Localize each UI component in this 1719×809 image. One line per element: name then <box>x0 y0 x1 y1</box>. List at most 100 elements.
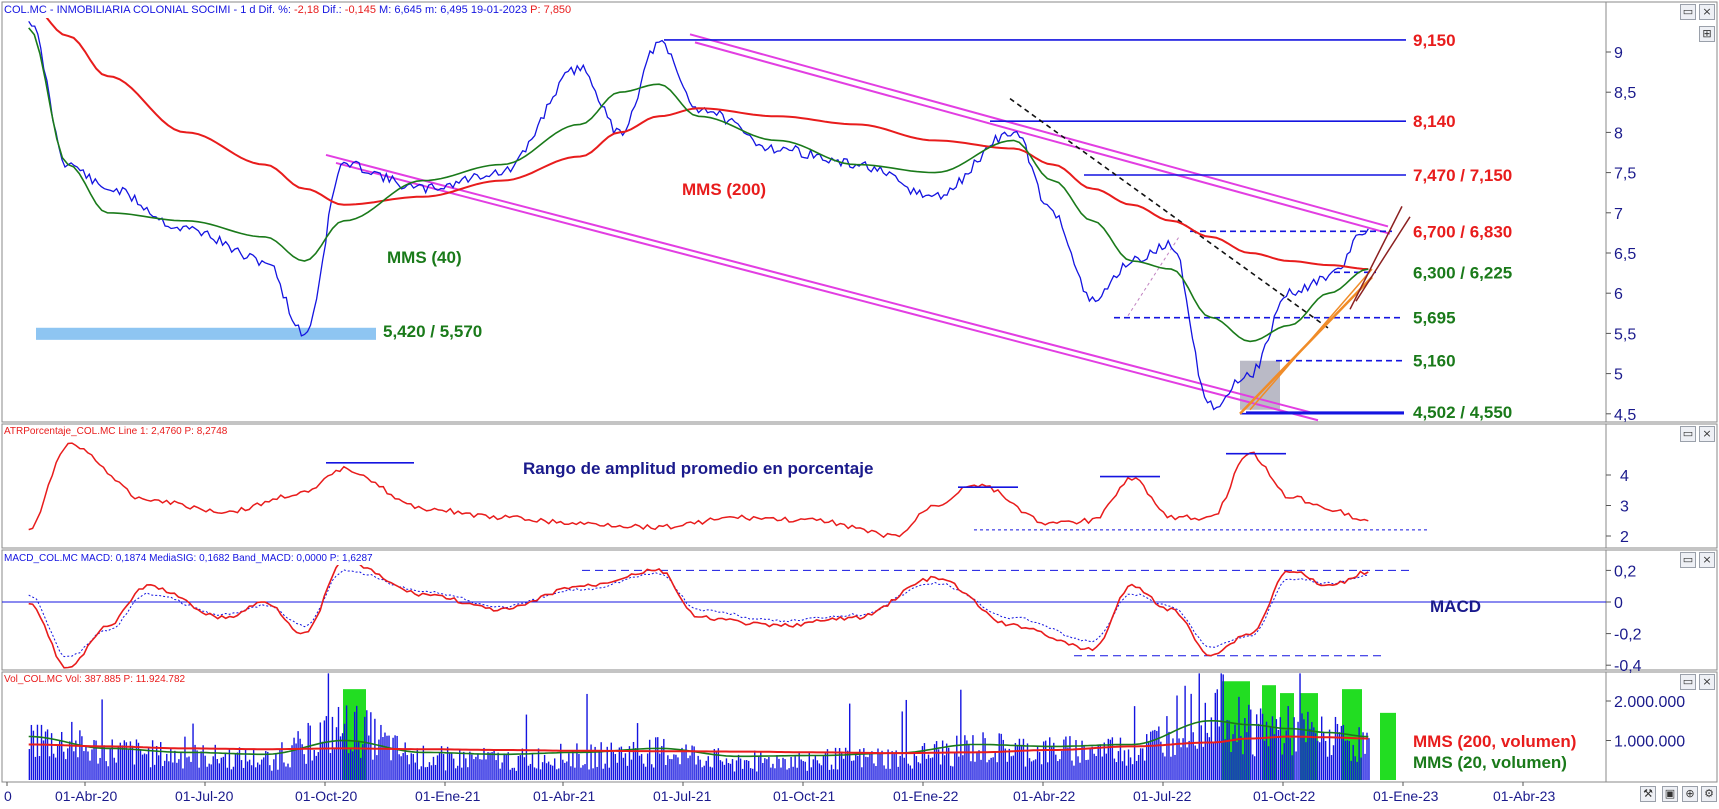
volume-bar <box>345 705 348 780</box>
volume-bar <box>204 755 206 780</box>
volume-bar <box>816 760 819 780</box>
volume-bar <box>701 767 703 780</box>
steep-trendline <box>1355 216 1411 302</box>
volume-bar <box>467 767 469 780</box>
vol-header-p: 11.924.782 <box>136 674 186 685</box>
volume-bar <box>1022 738 1025 780</box>
volume-bar <box>1109 739 1112 780</box>
volume-bar <box>81 736 83 780</box>
volume-bar <box>501 762 503 780</box>
volume-bar <box>1040 764 1043 780</box>
volume-bar <box>933 744 936 780</box>
volume-bar <box>875 766 877 780</box>
volume-bar <box>269 765 271 780</box>
panel-expand-icon[interactable]: ⊞ <box>1699 26 1715 42</box>
volume-bar <box>390 760 392 780</box>
vol-menu-icon[interactable]: ▭ <box>1680 674 1696 690</box>
y-tick-label: 0,2 <box>1614 563 1636 580</box>
series-atr <box>28 442 1369 539</box>
volume-bar <box>83 751 85 780</box>
volume-bar <box>311 760 313 780</box>
y-tick-label: 8 <box>1614 125 1623 142</box>
volume-bar <box>448 752 451 780</box>
volume-bar <box>283 762 285 780</box>
volume-bar <box>509 769 511 780</box>
volume-bar <box>95 740 97 780</box>
volume-bar <box>1125 765 1128 780</box>
macd-close-icon[interactable]: × <box>1699 552 1715 568</box>
header-symbol: COL.MC <box>4 4 47 16</box>
atr-title: Rango de amplitud promedio en porcentaje <box>523 459 873 478</box>
volume-bar <box>596 766 598 780</box>
volume-bar <box>1156 730 1158 780</box>
volume-bar <box>343 723 346 780</box>
volume-bar <box>970 761 972 780</box>
volume-bar <box>743 760 746 780</box>
volume-bar <box>549 764 552 780</box>
macd-header-macd-label: MACD: <box>81 553 113 564</box>
volume-bar <box>210 764 212 780</box>
volume-bar <box>450 753 453 780</box>
volume-bar <box>77 757 79 780</box>
volume-bar <box>420 766 423 780</box>
volume-bar <box>931 757 934 780</box>
volume-bar <box>1004 748 1006 780</box>
atr-menu-icon[interactable]: ▭ <box>1680 426 1696 442</box>
volume-bar <box>737 754 740 780</box>
settings-icon[interactable]: ⚙ <box>1701 786 1717 802</box>
panel-close-icon[interactable]: × <box>1699 4 1715 20</box>
y-tick-label: 6,5 <box>1614 246 1636 263</box>
volume-bar <box>602 768 604 780</box>
volume-bar <box>836 769 839 780</box>
volume-bar <box>842 758 845 780</box>
volume-bar <box>1360 757 1362 780</box>
volume-bar <box>945 743 948 780</box>
volume-bar <box>950 765 952 780</box>
volume-bar <box>414 762 416 780</box>
volume-bar <box>442 754 445 780</box>
macd-menu-icon[interactable]: ▭ <box>1680 552 1696 568</box>
level-label: 5,695 <box>1413 309 1456 328</box>
volume-bar <box>911 768 914 780</box>
volume-bar <box>812 759 815 780</box>
volume-bar <box>315 755 317 780</box>
volume-bar <box>818 763 821 780</box>
volume-bar <box>1087 759 1089 780</box>
save-icon[interactable]: ▣ <box>1662 786 1678 802</box>
volume-bar <box>707 756 709 780</box>
volume-bar <box>339 736 342 780</box>
volume-bar <box>1328 729 1331 780</box>
header-max: 6,645 <box>394 4 422 16</box>
volume-bar <box>655 737 657 780</box>
volume-bar <box>459 748 461 780</box>
vol-header-name: Vol_COL.MC <box>4 674 62 685</box>
volume-bar <box>545 763 548 780</box>
tools-icon[interactable]: ⚒ <box>1640 786 1656 802</box>
volume-bar <box>1261 713 1264 780</box>
volume-bar <box>271 770 273 780</box>
volume-bar <box>190 761 192 780</box>
volume-bar <box>1354 756 1356 780</box>
volume-bar <box>861 767 863 780</box>
zoom-icon[interactable]: ⊕ <box>1682 786 1698 802</box>
volume-bar <box>1317 740 1319 780</box>
volume-bar <box>1330 755 1333 780</box>
volume-bar <box>457 765 459 780</box>
macd-header-band-label: Band_MACD: <box>232 553 293 564</box>
volume-bar <box>503 753 505 780</box>
volume-bar <box>208 763 210 780</box>
volume-bar <box>1117 751 1120 780</box>
volume-bar <box>1271 716 1274 780</box>
volume-bar <box>1032 760 1035 780</box>
volume-bar <box>576 743 578 780</box>
volume-bar <box>1121 761 1124 780</box>
volume-bar <box>1174 754 1176 780</box>
volume-bar <box>289 767 291 780</box>
panel-menu-icon[interactable]: ▭ <box>1680 4 1696 20</box>
vol-close-icon[interactable]: × <box>1699 674 1715 690</box>
volume-bar <box>733 771 736 780</box>
volume-bar <box>123 740 126 780</box>
atr-close-icon[interactable]: × <box>1699 426 1715 442</box>
volume-bar <box>232 766 235 780</box>
